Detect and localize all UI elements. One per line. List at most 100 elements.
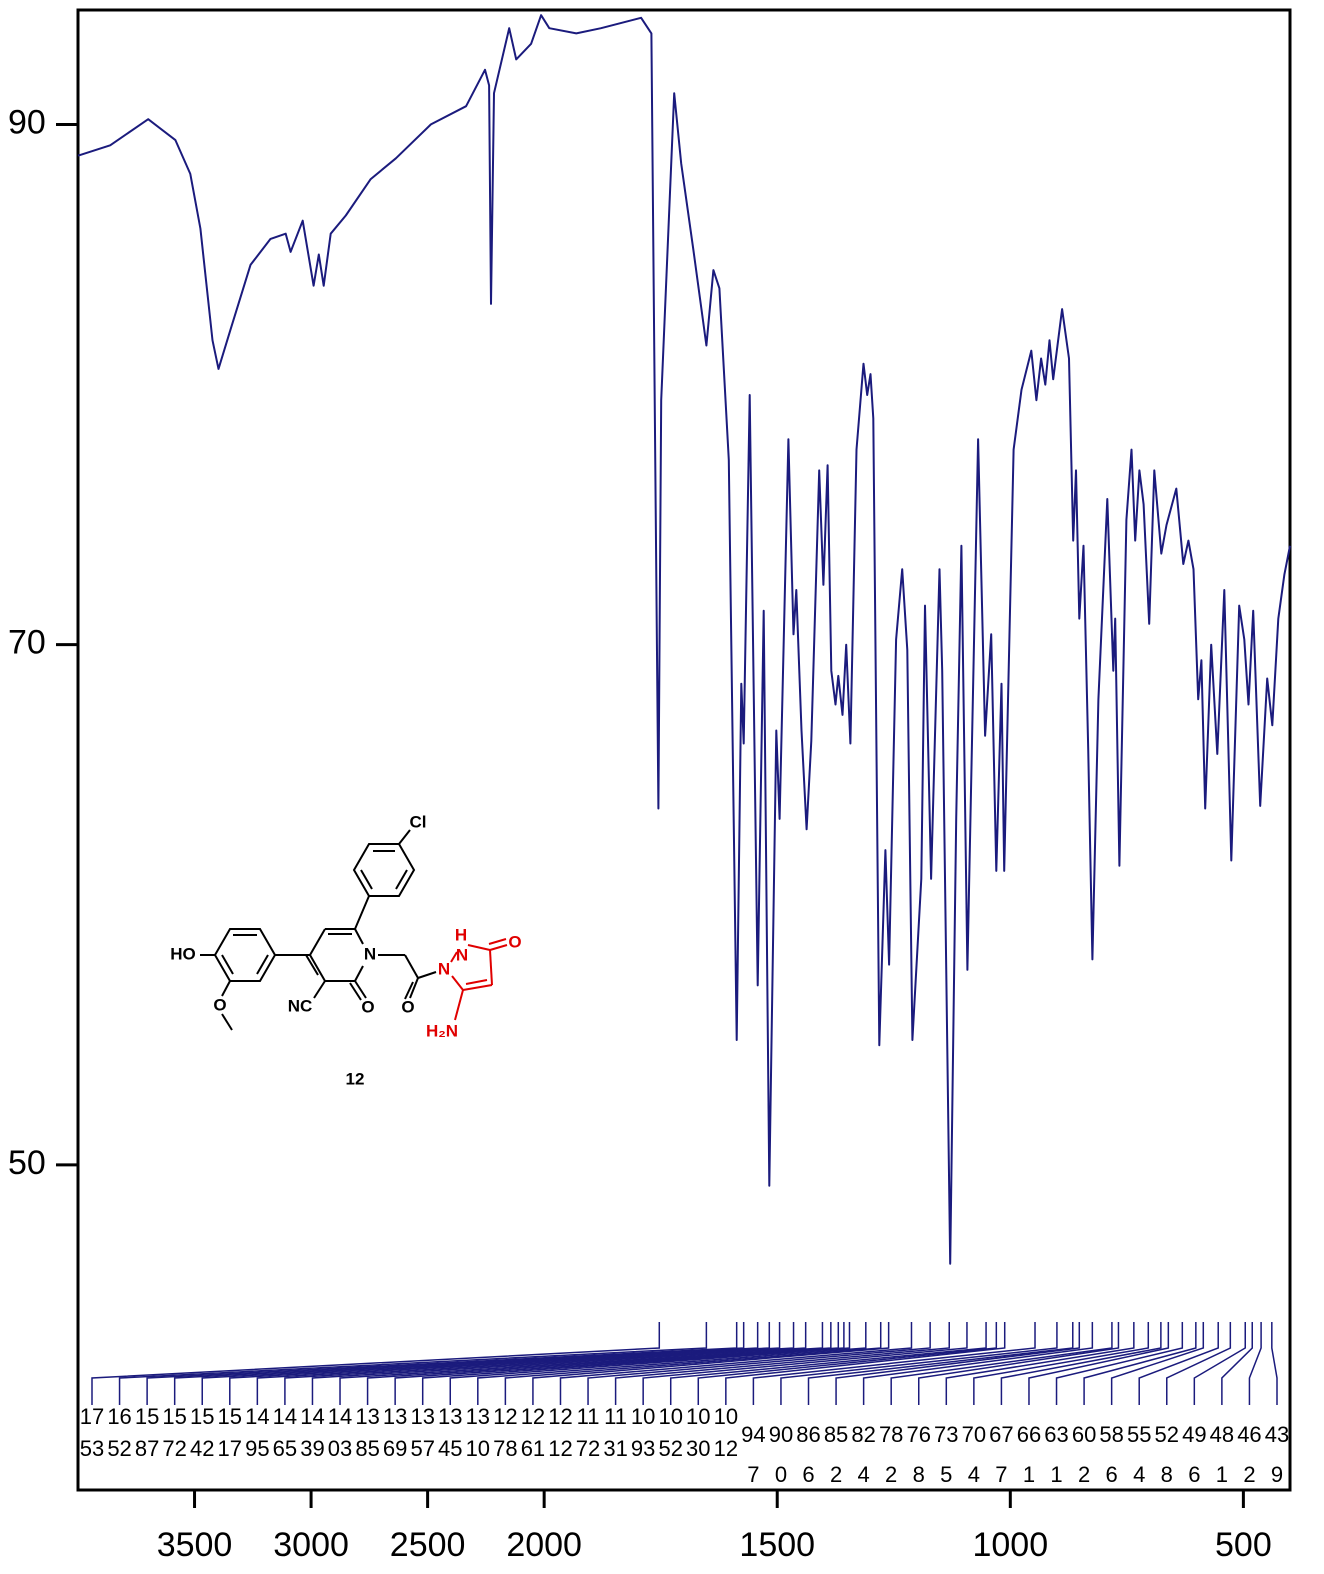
compound-number: 12: [346, 1069, 365, 1088]
peak-label: 13 57: [410, 1404, 434, 1461]
peak-label: 11 72: [576, 1404, 600, 1461]
atom-label: N: [456, 945, 468, 964]
peak-marker: [780, 1322, 1058, 1405]
bond: [256, 954, 269, 975]
x-tick-label: 1500: [739, 1526, 815, 1564]
chemical-structure: Cl HO O NC O N O N H N O H₂N 12: [170, 812, 521, 1088]
peak-label: 17 53: [80, 1404, 104, 1461]
peak-marker: [917, 1322, 1120, 1405]
x-tick-label: 1000: [972, 1526, 1048, 1564]
atom-label: O: [508, 932, 521, 951]
peak-marker: [862, 1322, 1094, 1405]
bond: [309, 928, 326, 956]
peak-label: 14 03: [328, 1404, 352, 1461]
peak-marker: [1000, 1322, 1162, 1405]
peak-label: 14 65: [273, 1404, 297, 1461]
peak-label: 52 8: [1155, 1422, 1179, 1487]
peak-marker: [1055, 1322, 1184, 1405]
peak-label: 10 12: [714, 1404, 738, 1461]
bond: [354, 928, 364, 945]
bond: [450, 951, 458, 963]
peak-label: 82 4: [851, 1422, 875, 1487]
peak-label: 11 31: [603, 1404, 627, 1461]
peak-label: 73 5: [934, 1422, 958, 1487]
peak-marker: [311, 1322, 807, 1405]
bond: [404, 981, 414, 1000]
peak-label: 49 6: [1182, 1422, 1206, 1487]
peak-label: 12 12: [548, 1404, 572, 1461]
peak-label: 63 1: [1044, 1422, 1068, 1487]
peak-marker: [394, 1322, 840, 1405]
peak-marker: [1166, 1322, 1232, 1405]
atom-label: N: [438, 959, 450, 978]
peak-marker: [890, 1322, 1113, 1405]
peak-marker: [173, 1322, 745, 1405]
peak-marker: [973, 1322, 1150, 1405]
peak-marker: [1138, 1322, 1219, 1405]
atom-label: Cl: [410, 812, 427, 831]
peak-label: 15 87: [135, 1404, 159, 1461]
peak-label: 13 45: [438, 1404, 462, 1461]
bond: [465, 979, 488, 985]
peak-marker: [118, 1322, 708, 1405]
peak-marker: [421, 1322, 845, 1405]
bond: [305, 954, 319, 976]
atom-label: H: [455, 925, 467, 944]
peak-label: 67 7: [989, 1422, 1013, 1487]
peak-marker: [284, 1322, 795, 1405]
peak-label: 15 42: [190, 1404, 214, 1461]
peak-marker: [256, 1322, 781, 1405]
peak-label: 78 2: [879, 1422, 903, 1487]
peak-label: 12 61: [521, 1404, 545, 1461]
bond: [467, 944, 491, 951]
bond: [313, 980, 326, 999]
peak-label: 10 52: [658, 1404, 682, 1461]
atom-label: N: [364, 944, 376, 963]
peak-marker: [146, 1322, 738, 1405]
bond: [417, 971, 437, 979]
peak-label: 16 52: [107, 1404, 131, 1461]
peak-marker: [1028, 1322, 1170, 1405]
bond: [489, 944, 508, 951]
peak-label: 15 17: [218, 1404, 242, 1461]
peak-label: 94 7: [741, 1422, 765, 1487]
bond: [462, 984, 493, 991]
bond: [489, 949, 493, 986]
peak-label: 60 2: [1072, 1422, 1096, 1487]
bond: [354, 895, 370, 930]
peak-marker: [697, 1322, 998, 1405]
x-tick-label: 3500: [157, 1526, 233, 1564]
bond: [221, 1013, 233, 1031]
peak-label: 70 4: [962, 1422, 986, 1487]
peak-label: 10 93: [631, 1404, 655, 1461]
bond: [488, 938, 507, 945]
peak-marker: [201, 1322, 759, 1405]
atom-label: HO: [170, 944, 196, 963]
atom-label: NC: [288, 996, 313, 1015]
peak-marker: [1110, 1322, 1205, 1405]
peak-label: 85 2: [824, 1422, 848, 1487]
peak-marker: [614, 1322, 950, 1405]
bond: [309, 954, 326, 982]
peak-marker: [669, 1322, 987, 1405]
peak-label: 55 4: [1127, 1422, 1151, 1487]
peak-marker: [1271, 1322, 1278, 1405]
peak-marker: [504, 1322, 882, 1405]
bond: [354, 965, 364, 982]
atom-label: O: [361, 997, 374, 1016]
bond: [395, 869, 408, 890]
peak-marker: [1083, 1322, 1197, 1405]
peak-marker: [339, 1322, 824, 1405]
peak-marker: [587, 1322, 931, 1405]
peak-marker: [477, 1322, 867, 1405]
spectrum-line: [77, 14, 1291, 1265]
y-tick-label: 50: [8, 1144, 46, 1182]
peak-label: 13 69: [383, 1404, 407, 1461]
bond: [360, 869, 373, 890]
peak-label: 76 8: [907, 1422, 931, 1487]
peak-label: 14 39: [300, 1404, 324, 1461]
peak-marker: [835, 1322, 1081, 1405]
bond: [221, 980, 231, 997]
peak-label: 13 10: [466, 1404, 490, 1461]
